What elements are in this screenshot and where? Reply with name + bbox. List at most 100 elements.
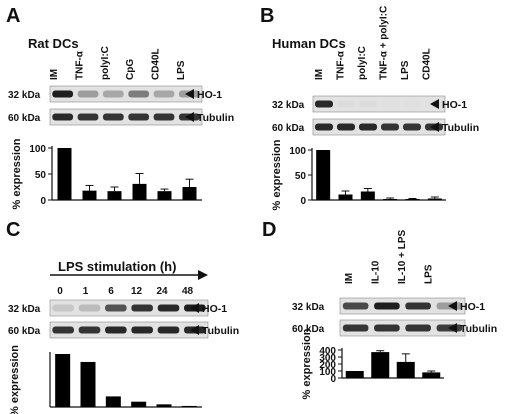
lane-label: 0 (57, 286, 63, 297)
blot-tubulin (49, 108, 203, 126)
panel-letter: C (6, 219, 20, 241)
blot-ho-1 (339, 297, 466, 315)
blot-band (128, 113, 150, 121)
y-tick-label: 100 (29, 144, 46, 155)
y-tick-label: 200 (319, 360, 336, 371)
panel-title: LPS stimulation (h) (58, 259, 176, 274)
kda-label: 60 kDa (272, 123, 305, 134)
bar (345, 371, 364, 378)
bar (316, 150, 331, 200)
panel-d: D IM IL-10 IL-10 + LPS LPS 32 kDa HO-1 60 kDa Tu… (262, 219, 497, 399)
y-tick-label: 50 (35, 170, 47, 181)
protein-label: Tubulin (460, 323, 497, 335)
lane-label: TNF-α + polyI:C (379, 6, 390, 80)
blot-band (131, 326, 153, 334)
lane-label: IM (344, 273, 355, 284)
blot-band (52, 304, 74, 312)
lane-label: LPS (424, 264, 435, 284)
blot-band (405, 302, 431, 310)
bar (360, 191, 375, 200)
lane-label: 24 (156, 286, 168, 297)
blot-band (102, 90, 124, 98)
blot-band (77, 90, 99, 98)
panel-c: C LPS stimulation (h) 0 1 6 12 24 48 32 kDa HO-1 6… (6, 219, 239, 414)
y-tick-label: 100 (319, 367, 336, 378)
bar-chart: 0 50 100 % expression (11, 138, 202, 209)
blot-band (52, 113, 74, 121)
panel-title: Rat DCs (28, 36, 79, 51)
protein-label: HO-1 (202, 303, 227, 315)
band-arrow-icon (448, 323, 457, 333)
panel-a: A Rat DCs IM TNF-α polyI:C CpG CD40L LPS 32 kDa H… (6, 5, 234, 209)
bar (157, 191, 172, 200)
bar (105, 396, 121, 407)
band-arrow-icon (190, 325, 199, 335)
protein-label: Tubulin (197, 112, 234, 124)
blot-ho-1 (312, 95, 446, 113)
y-tick-label: 0 (300, 196, 306, 207)
kda-label: 60 kDa (8, 113, 41, 124)
bar (107, 191, 122, 200)
y-axis-label: % expression (271, 139, 283, 210)
blot-band (380, 100, 400, 108)
protein-label: HO-1 (197, 89, 222, 101)
blot-band (105, 326, 127, 334)
bar (338, 194, 353, 200)
y-tick-label: 400 (319, 346, 336, 357)
bar (156, 404, 172, 407)
blot-band (131, 304, 153, 312)
band-arrow-icon (190, 303, 199, 313)
kda-label: 32 kDa (8, 90, 41, 101)
bar (82, 190, 97, 200)
lane-label: CpG (125, 59, 136, 80)
bar (131, 401, 147, 407)
bar (55, 354, 71, 407)
blot-band (358, 100, 378, 108)
lane-label: LPS (400, 60, 411, 80)
y-tick-label: 0 (330, 374, 336, 385)
kda-label: 60 kDa (8, 326, 41, 337)
blot-ho-1 (49, 299, 209, 317)
blot-band (128, 90, 150, 98)
band-arrow-icon (448, 301, 457, 311)
blot-band (105, 304, 127, 312)
blot-band (52, 90, 74, 98)
lane-label: 1 (83, 286, 89, 297)
blot-band (77, 113, 99, 121)
blot-band (314, 123, 334, 131)
blot-band (336, 100, 356, 108)
lane-label: IM (49, 69, 60, 80)
y-axis-label: % expression (11, 138, 23, 209)
blot-ho-1 (49, 85, 203, 103)
blot-band (402, 123, 422, 131)
band-arrow-icon (185, 89, 194, 99)
protein-label: Tubulin (442, 122, 479, 134)
blot-band (336, 123, 356, 131)
kda-label: 60 kDa (292, 324, 325, 335)
bar (396, 361, 415, 378)
bar (181, 405, 197, 407)
lane-label: CD40L (151, 48, 162, 80)
bar (80, 361, 96, 407)
blot-band (153, 90, 175, 98)
y-axis-label: % expression (301, 328, 313, 399)
lane-label: TNF-α (74, 50, 85, 80)
blot-band (314, 100, 334, 108)
blot-band (78, 326, 101, 334)
blot-band (358, 123, 378, 131)
panel-letter: B (260, 5, 274, 27)
bar-chart: 0 50 100 % expression (271, 139, 446, 210)
lane-label: TNF-α (336, 50, 347, 80)
blot-band (153, 113, 175, 121)
lane-label: 12 (131, 286, 143, 297)
panel-letter: A (6, 5, 20, 27)
y-tick-label: 100 (289, 146, 306, 157)
kda-label: 32 kDa (8, 304, 41, 315)
bar (422, 372, 441, 378)
kda-label: 32 kDa (272, 100, 305, 111)
blot-band (374, 302, 400, 310)
protein-label: HO-1 (442, 99, 467, 111)
y-axis-label: % expression (9, 345, 21, 414)
